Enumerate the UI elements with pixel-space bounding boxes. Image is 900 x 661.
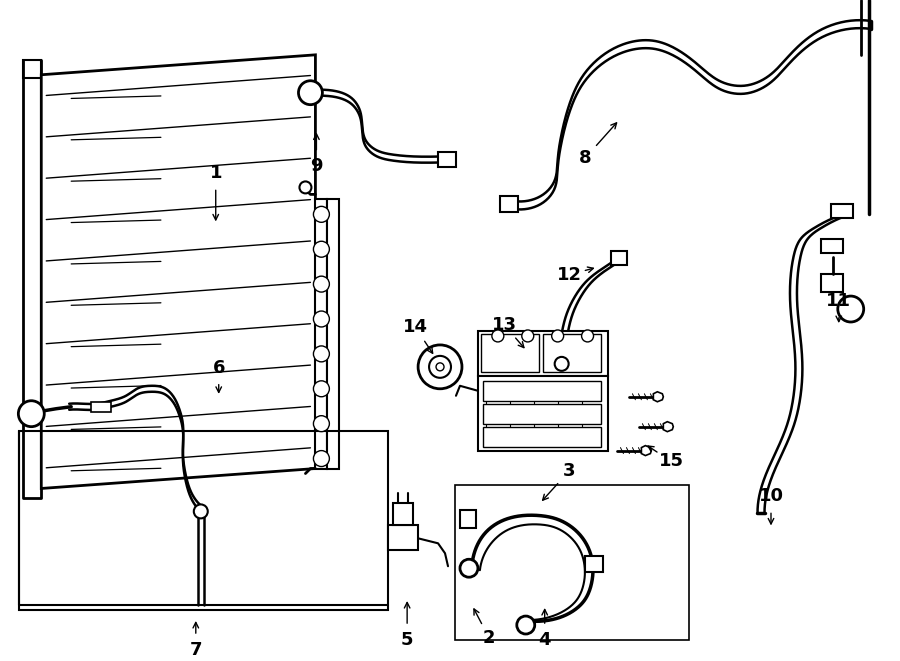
Bar bbox=[483, 404, 600, 424]
Circle shape bbox=[492, 330, 504, 342]
Circle shape bbox=[522, 330, 534, 342]
Bar bbox=[393, 504, 413, 525]
Text: 5: 5 bbox=[400, 631, 413, 649]
Bar bbox=[821, 274, 842, 292]
Circle shape bbox=[554, 357, 569, 371]
Circle shape bbox=[313, 276, 329, 292]
Bar bbox=[460, 510, 476, 528]
Bar bbox=[481, 334, 539, 372]
Circle shape bbox=[194, 504, 208, 518]
Polygon shape bbox=[663, 422, 673, 432]
Circle shape bbox=[313, 206, 329, 222]
Text: 4: 4 bbox=[538, 631, 551, 649]
Bar bbox=[831, 204, 852, 218]
Polygon shape bbox=[41, 55, 315, 488]
Polygon shape bbox=[653, 392, 663, 402]
Bar bbox=[478, 376, 608, 451]
Polygon shape bbox=[642, 446, 652, 455]
Text: 6: 6 bbox=[212, 359, 225, 377]
Circle shape bbox=[300, 181, 311, 194]
Bar bbox=[455, 485, 689, 640]
Circle shape bbox=[838, 296, 864, 322]
Circle shape bbox=[313, 346, 329, 362]
Circle shape bbox=[313, 241, 329, 257]
Circle shape bbox=[581, 330, 594, 342]
Bar bbox=[543, 334, 600, 372]
Circle shape bbox=[18, 401, 44, 426]
Text: 9: 9 bbox=[310, 157, 323, 175]
Text: 7: 7 bbox=[190, 641, 202, 659]
Circle shape bbox=[313, 416, 329, 432]
Bar bbox=[388, 525, 418, 550]
Circle shape bbox=[299, 81, 322, 104]
Bar bbox=[483, 381, 600, 401]
Circle shape bbox=[313, 451, 329, 467]
Circle shape bbox=[313, 381, 329, 397]
Bar bbox=[438, 151, 456, 167]
Circle shape bbox=[436, 363, 444, 371]
Bar bbox=[328, 200, 339, 469]
Text: 3: 3 bbox=[562, 462, 575, 480]
Bar bbox=[585, 557, 602, 572]
Bar bbox=[821, 239, 842, 253]
Circle shape bbox=[552, 330, 563, 342]
Bar bbox=[500, 196, 518, 212]
Bar bbox=[478, 331, 608, 376]
Bar bbox=[483, 426, 600, 447]
Text: 14: 14 bbox=[403, 319, 427, 336]
Circle shape bbox=[418, 345, 462, 389]
Text: 15: 15 bbox=[659, 452, 683, 471]
Circle shape bbox=[460, 559, 478, 577]
Circle shape bbox=[313, 311, 329, 327]
Text: 10: 10 bbox=[759, 487, 784, 506]
Bar bbox=[19, 431, 388, 610]
Text: 13: 13 bbox=[492, 317, 517, 334]
Bar bbox=[91, 402, 111, 412]
Text: 8: 8 bbox=[579, 149, 591, 167]
Polygon shape bbox=[23, 59, 41, 78]
Bar bbox=[611, 251, 627, 265]
Text: 11: 11 bbox=[826, 292, 851, 310]
Circle shape bbox=[429, 356, 451, 378]
Text: 1: 1 bbox=[210, 165, 222, 182]
Circle shape bbox=[517, 616, 535, 634]
Bar bbox=[315, 200, 328, 469]
Text: 12: 12 bbox=[556, 266, 581, 284]
Text: 2: 2 bbox=[483, 629, 496, 647]
